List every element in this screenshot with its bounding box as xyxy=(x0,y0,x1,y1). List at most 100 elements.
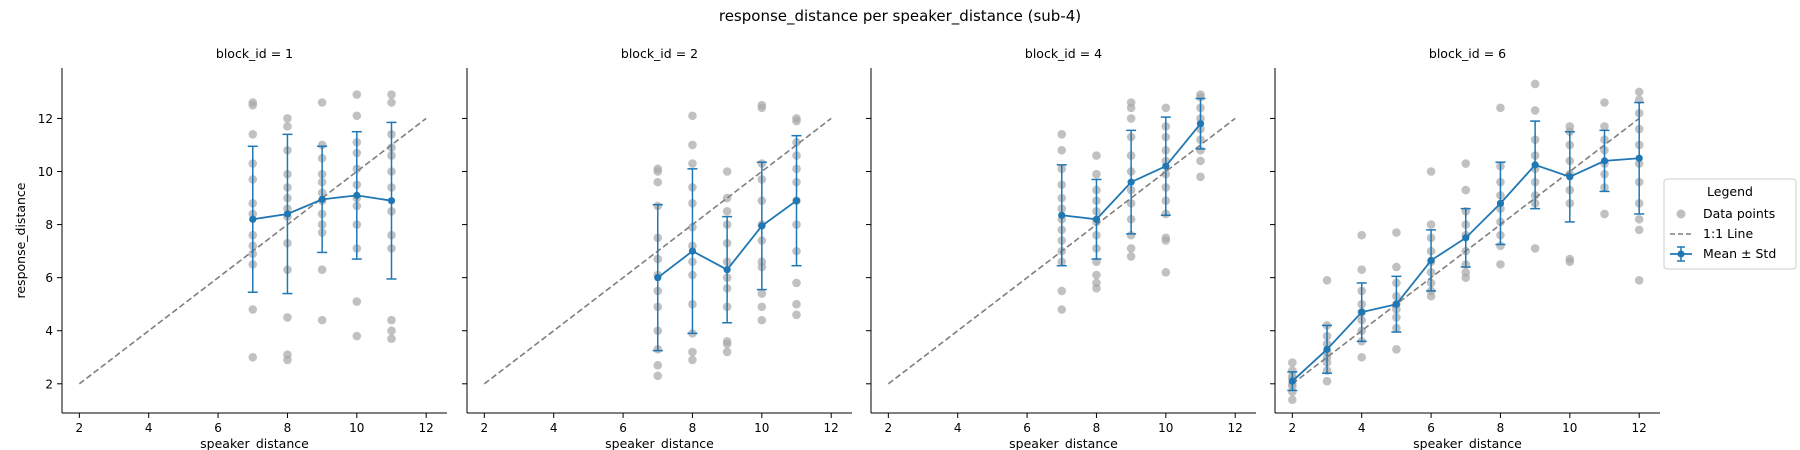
x-tick-label: 8 xyxy=(1093,421,1101,435)
data-point xyxy=(1322,376,1332,386)
y-tick-label: 12 xyxy=(38,112,53,126)
data-point xyxy=(387,90,396,99)
data-point xyxy=(283,313,292,322)
data-point xyxy=(1461,185,1471,195)
mean-point xyxy=(688,247,697,255)
data-point xyxy=(1161,103,1171,113)
y-tick-label: 10 xyxy=(38,165,53,179)
panel-4: block_id = 6 2 4 6 8 10 12 speaker_distance xyxy=(1270,46,1660,450)
data-point xyxy=(1496,241,1505,251)
data-point xyxy=(1426,220,1436,229)
x-tick-label: 10 xyxy=(349,421,364,435)
data-point xyxy=(387,334,396,343)
data-point xyxy=(248,352,258,362)
x-axis-label: speaker_distance xyxy=(1413,436,1522,450)
data-point xyxy=(1057,130,1067,139)
mean-point xyxy=(1358,308,1366,316)
data-point xyxy=(1092,151,1101,160)
legend-title: Legend xyxy=(1707,184,1753,199)
data-point xyxy=(283,114,292,123)
mean-point xyxy=(1196,120,1205,128)
data-point xyxy=(1530,244,1540,253)
x-tick-label: 2 xyxy=(885,421,893,435)
data-point xyxy=(1092,283,1101,293)
data-point xyxy=(1196,92,1205,102)
panel-title: block_id = 6 xyxy=(1429,46,1506,61)
data-point xyxy=(1634,87,1644,97)
x-tick-label: 2 xyxy=(481,421,489,435)
mean-point xyxy=(1496,199,1505,207)
x-tick-label: 12 xyxy=(824,421,839,435)
data-point xyxy=(1634,214,1644,224)
mean-point xyxy=(283,210,292,218)
x-tick-label: 6 xyxy=(1427,421,1435,435)
data-point xyxy=(248,130,258,139)
mean-point xyxy=(1600,157,1609,165)
data-point xyxy=(1357,265,1367,274)
data-point xyxy=(792,278,801,288)
y-axis-label: response_distance xyxy=(13,182,28,298)
mean-point xyxy=(758,222,766,230)
mean-point xyxy=(1323,345,1331,353)
mean-point xyxy=(249,215,257,223)
data-point xyxy=(1057,286,1067,296)
x-tick-label: 8 xyxy=(284,421,292,435)
data-point xyxy=(1322,276,1332,285)
data-point xyxy=(1092,270,1101,280)
data-point xyxy=(352,297,362,306)
mean-point xyxy=(1427,256,1435,265)
data-point xyxy=(317,315,327,325)
data-point xyxy=(1288,395,1297,405)
data-point xyxy=(653,371,663,381)
data-point xyxy=(1126,114,1136,123)
data-point xyxy=(352,90,362,99)
data-point xyxy=(653,360,663,370)
mean-point xyxy=(1092,215,1101,223)
data-point xyxy=(317,140,327,150)
data-point xyxy=(1057,305,1067,314)
data-point xyxy=(792,310,801,320)
data-point xyxy=(1357,230,1367,240)
legend-marker-mean-std xyxy=(1670,246,1692,262)
data-point xyxy=(1126,252,1136,261)
x-tick-label: 4 xyxy=(550,421,558,435)
x-tick-label: 4 xyxy=(954,421,962,435)
mean-point xyxy=(387,197,396,205)
mean-point xyxy=(1058,211,1066,219)
data-point xyxy=(757,103,767,113)
data-point xyxy=(688,159,697,168)
x-tick-label: 6 xyxy=(619,421,627,435)
mean-point xyxy=(1392,300,1400,308)
data-point xyxy=(792,116,801,126)
data-point xyxy=(722,347,732,357)
mean-point xyxy=(1531,161,1539,169)
data-point xyxy=(317,265,327,274)
data-point xyxy=(1092,169,1101,179)
data-point xyxy=(653,167,663,176)
data-point xyxy=(387,315,396,325)
data-point xyxy=(792,299,801,309)
data-point xyxy=(757,302,767,312)
data-point xyxy=(248,100,258,110)
data-point xyxy=(1461,273,1471,282)
legend-marker-data-points xyxy=(1676,209,1686,219)
data-point xyxy=(1057,145,1067,155)
data-point xyxy=(1600,122,1609,131)
mean-point xyxy=(792,197,801,205)
x-tick-label: 6 xyxy=(214,421,222,435)
legend-label-data-points: Data points xyxy=(1703,206,1775,221)
data-point xyxy=(1288,358,1297,367)
data-point xyxy=(688,355,697,365)
data-point xyxy=(653,177,663,187)
data-point xyxy=(352,331,362,341)
data-point xyxy=(1392,228,1401,237)
data-point xyxy=(1530,106,1540,115)
mean-point xyxy=(1288,377,1296,385)
data-point xyxy=(688,111,697,121)
data-point xyxy=(283,122,292,131)
x-tick-label: 4 xyxy=(1358,421,1366,435)
x-tick-label: 10 xyxy=(1562,421,1577,435)
panel-title: block_id = 2 xyxy=(621,46,698,61)
y-tick-label: 6 xyxy=(45,271,53,285)
